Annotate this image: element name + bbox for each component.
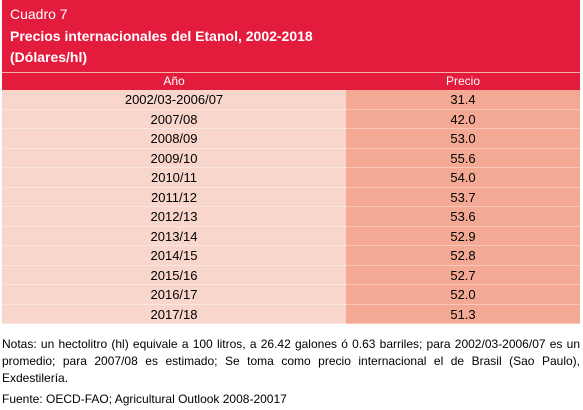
table-row: 2013/14 52.9	[2, 226, 580, 246]
column-header: Año	[163, 74, 185, 88]
table-cell: 2015/16	[2, 265, 346, 285]
table-cell: 52.8	[346, 246, 580, 266]
table-row: 2014/15 52.8	[2, 246, 580, 266]
table-row: 2017/18 51.3	[2, 304, 580, 324]
table-cell: 2017/18	[2, 304, 346, 324]
table-cell: 52.7	[346, 265, 580, 285]
table-cell: 53.6	[346, 207, 580, 227]
table-cell: 52.9	[346, 226, 580, 246]
table-row: 2008/09 53.0	[2, 129, 580, 149]
table: Año Precio 2002/03-2006/07 31.4 2007/08 42.…	[2, 72, 580, 324]
table-row: 2012/13 53.6	[2, 207, 580, 227]
table-row: 2009/10 55.6	[2, 148, 580, 168]
notes: Notas: un hectolitro (hl) equivale a 100…	[2, 337, 580, 385]
header-row: Año Precio	[2, 72, 580, 90]
table-cell: 2014/15	[2, 246, 346, 266]
table-row: 2007/08 42.0	[2, 109, 580, 129]
table-cell: 2009/10	[2, 148, 346, 168]
table-label: Cuadro 7	[10, 6, 68, 22]
table-subtitle: (Dólares/hl)	[10, 49, 88, 65]
table-cell: 2013/14	[2, 226, 346, 246]
header: Cuadro 7 Precios internacionales del Eta…	[2, 0, 580, 72]
table-row: 2010/11 54.0	[2, 168, 580, 188]
table-cell: 2011/12	[2, 187, 346, 207]
table-cell: 53.0	[346, 129, 580, 149]
table-cell: 2010/11	[2, 168, 346, 188]
table-cell: 2002/03-2006/07	[2, 90, 346, 110]
table-row: 2011/12 53.7	[2, 187, 580, 207]
table-cell: 53.7	[346, 187, 580, 207]
table-cell: 2016/17	[2, 285, 346, 305]
table-cell: 52.0	[346, 285, 580, 305]
table-cell: 2007/08	[2, 109, 346, 129]
table-row: 2016/17 52.0	[2, 285, 580, 305]
table-row: 2002/03-2006/07 31.4	[2, 90, 580, 110]
table-cell: 54.0	[346, 168, 580, 188]
source: Fuente: OECD-FAO; Agricultural Outlook 2…	[2, 392, 287, 406]
table-cell: 31.4	[346, 90, 580, 110]
table-cell: 2012/13	[2, 207, 346, 227]
table-title: Precios internacionales del Etanol, 2002…	[10, 28, 313, 44]
column-header: Precio	[445, 74, 480, 88]
table-cell: 42.0	[346, 109, 580, 129]
table-cell: 2008/09	[2, 129, 346, 149]
table-cell: 55.6	[346, 148, 580, 168]
table-row: 2015/16 52.7	[2, 265, 580, 285]
table-cell: 51.3	[346, 304, 580, 324]
